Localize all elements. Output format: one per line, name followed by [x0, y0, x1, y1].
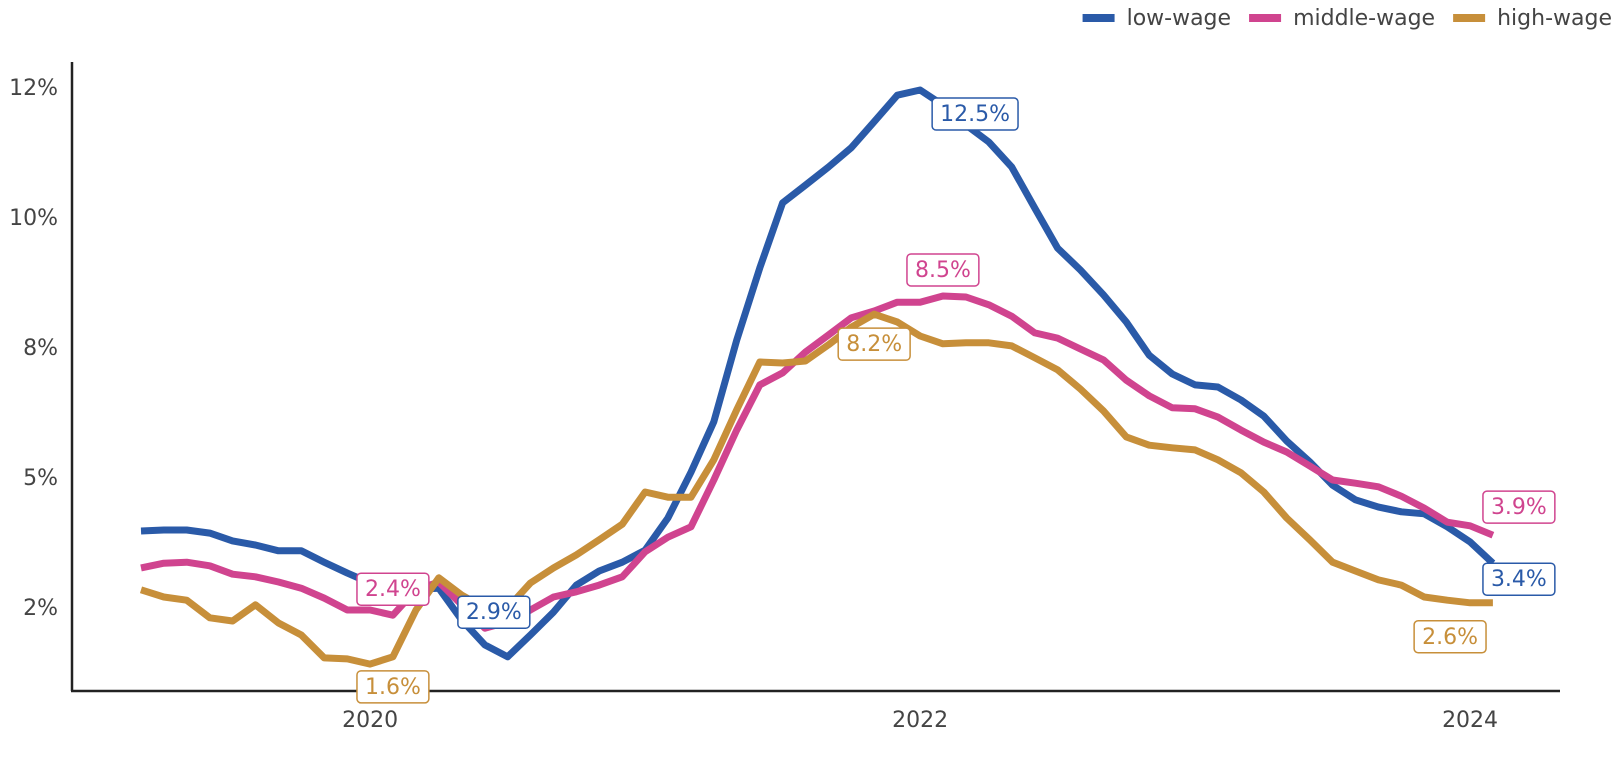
value-label: 3.4% — [1482, 562, 1556, 596]
value-label-box — [356, 572, 430, 606]
value-label: 8.2% — [837, 327, 911, 361]
value-label-text: 3.9% — [1491, 495, 1547, 520]
value-label-text: 12.5% — [940, 102, 1010, 127]
legend-item: low-wage — [1082, 6, 1231, 31]
y-tick-label: 10% — [9, 206, 58, 231]
value-label: 12.5% — [931, 97, 1019, 131]
value-label-box — [457, 595, 531, 629]
series-line — [140, 292, 1495, 632]
y-tick-label: 8% — [23, 336, 58, 361]
series-line — [139, 310, 1493, 668]
value-label-text: 8.5% — [915, 258, 971, 283]
value-label-text: 2.4% — [365, 577, 421, 602]
value-label: 2.6% — [1413, 620, 1487, 654]
legend-label: high-wage — [1497, 6, 1612, 31]
legend-item: middle-wage — [1249, 6, 1435, 31]
value-label-text: 2.6% — [1422, 625, 1478, 650]
legend-label: middle-wage — [1293, 6, 1435, 31]
x-tick-label: 2022 — [892, 708, 948, 733]
value-label-text: 8.2% — [846, 332, 902, 357]
value-label-text: 1.6% — [365, 675, 421, 700]
value-label: 8.5% — [906, 253, 980, 287]
value-label: 1.6% — [356, 670, 430, 704]
x-tick-label: 2024 — [1442, 708, 1498, 733]
legend-item: high-wage — [1453, 6, 1612, 31]
x-tick-label: 2020 — [342, 708, 398, 733]
value-label-box — [1413, 620, 1487, 654]
legend-label: low-wage — [1127, 6, 1231, 31]
y-tick-label: 2% — [23, 596, 58, 621]
value-label-box — [837, 327, 911, 361]
y-tick-label: 12% — [9, 76, 58, 101]
value-label-text: 3.4% — [1491, 567, 1547, 592]
value-label: 2.9% — [457, 595, 531, 629]
y-tick-label: 5% — [23, 466, 58, 491]
value-label-box — [1482, 562, 1556, 596]
value-label: 3.9% — [1482, 490, 1556, 524]
value-label: 2.4% — [356, 572, 430, 606]
value-label-box — [1482, 490, 1556, 524]
series-line — [140, 86, 1496, 661]
value-label-box — [356, 670, 430, 704]
value-label-box — [906, 253, 980, 287]
value-label-text: 2.9% — [466, 600, 522, 625]
value-label-box — [931, 97, 1019, 131]
